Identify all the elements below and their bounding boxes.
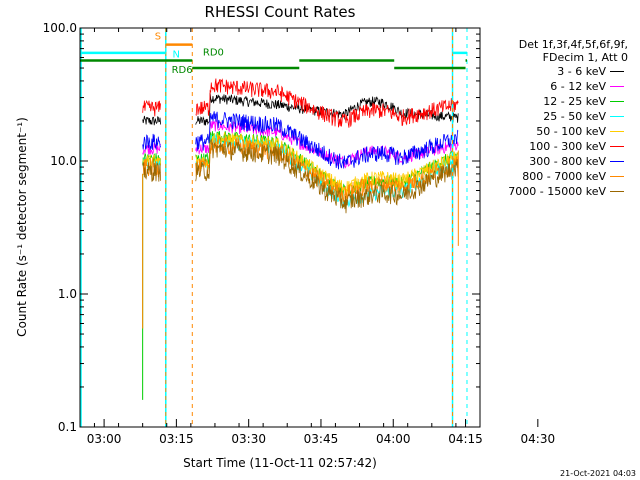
legend-entry: 6 - 12 keV xyxy=(478,79,638,94)
legend-swatch xyxy=(610,191,624,192)
legend-swatch xyxy=(610,101,624,102)
legend: Det 1f,3f,4f,5f,6f,9f, FDecim 1, Att 0 3… xyxy=(478,38,638,199)
series-line-5-segment-2 xyxy=(195,132,459,196)
x-axis-label: Start Time (11-Oct-11 02:57:42) xyxy=(183,456,377,470)
legend-header-line-1: Det 1f,3f,4f,5f,6f,9f, xyxy=(518,38,628,51)
annotation-rd6: RD6 xyxy=(172,65,193,76)
series-line-3-segment-1 xyxy=(142,152,161,166)
legend-swatch xyxy=(610,116,624,117)
legend-swatch xyxy=(610,161,624,162)
legend-label: 7000 - 15000 keV xyxy=(508,185,606,198)
y-tick-label: 10.0 xyxy=(50,154,77,168)
x-tick-label: 03:45 xyxy=(304,432,339,446)
legend-entry: 100 - 300 keV xyxy=(478,139,638,154)
legend-label: 25 - 50 keV xyxy=(543,110,606,123)
annotation-s: S xyxy=(155,31,161,42)
series-line-9-segment-2 xyxy=(195,138,459,214)
y-axis-label: Count Rate (s⁻¹ detector segment⁻¹) xyxy=(15,117,29,337)
y-tick-label: 100.0 xyxy=(43,21,77,35)
annotation-n: N xyxy=(173,50,180,61)
generation-timestamp: 21-Oct-2021 04:03 xyxy=(560,469,636,478)
x-tick-label: 04:15 xyxy=(448,432,483,446)
chart-title: RHESSI Count Rates xyxy=(205,3,356,21)
legend-label: 6 - 12 keV xyxy=(550,80,606,93)
x-tick-label: 04:00 xyxy=(376,432,411,446)
x-tick-label: 03:30 xyxy=(231,432,266,446)
series-line-5-segment-1 xyxy=(142,154,161,170)
legend-entry: 3 - 6 keV xyxy=(478,64,638,79)
y-tick-label: 0.1 xyxy=(58,420,77,434)
legend-label: 300 - 800 keV xyxy=(529,155,606,168)
series-line-7-segment-2 xyxy=(195,111,459,170)
legend-entry: 7000 - 15000 keV xyxy=(478,184,638,199)
legend-label: 50 - 100 keV xyxy=(536,125,606,138)
series-line-2-segment-1 xyxy=(142,143,161,155)
series-line-9-segment-1 xyxy=(142,162,161,182)
x-tick-label: 03:00 xyxy=(87,432,122,446)
series-line-2-segment-2 xyxy=(195,119,459,169)
legend-swatch xyxy=(610,146,624,147)
legend-swatch xyxy=(610,86,624,87)
legend-label: 800 - 7000 keV xyxy=(522,170,606,183)
x-tick-label: 04:30 xyxy=(521,432,556,446)
legend-label: 12 - 25 keV xyxy=(543,95,606,108)
legend-entry: 800 - 7000 keV xyxy=(478,169,638,184)
series-line-6-segment-1 xyxy=(142,99,161,117)
legend-swatch xyxy=(610,71,624,72)
legend-entry: 25 - 50 keV xyxy=(478,109,638,124)
legend-entry: 50 - 100 keV xyxy=(478,124,638,139)
series-line-7-segment-1 xyxy=(142,133,161,150)
y-tick-label: 1.0 xyxy=(58,287,77,301)
series-line-1-segment-1 xyxy=(142,115,161,126)
series-line-6-segment-2 xyxy=(195,78,459,128)
plot-frame xyxy=(79,27,481,428)
legend-swatch xyxy=(610,176,624,177)
legend-entry: 300 - 800 keV xyxy=(478,154,638,169)
legend-label: 3 - 6 keV xyxy=(557,65,606,78)
x-tick-label: 03:15 xyxy=(159,432,194,446)
legend-header-line-2: FDecim 1, Att 0 xyxy=(542,51,628,64)
legend-swatch xyxy=(610,131,624,132)
legend-label: 100 - 300 keV xyxy=(529,140,606,153)
legend-entry: 12 - 25 keV xyxy=(478,94,638,109)
series-line-1-segment-2 xyxy=(195,93,459,126)
annotation-rd0: RD0 xyxy=(203,48,224,59)
